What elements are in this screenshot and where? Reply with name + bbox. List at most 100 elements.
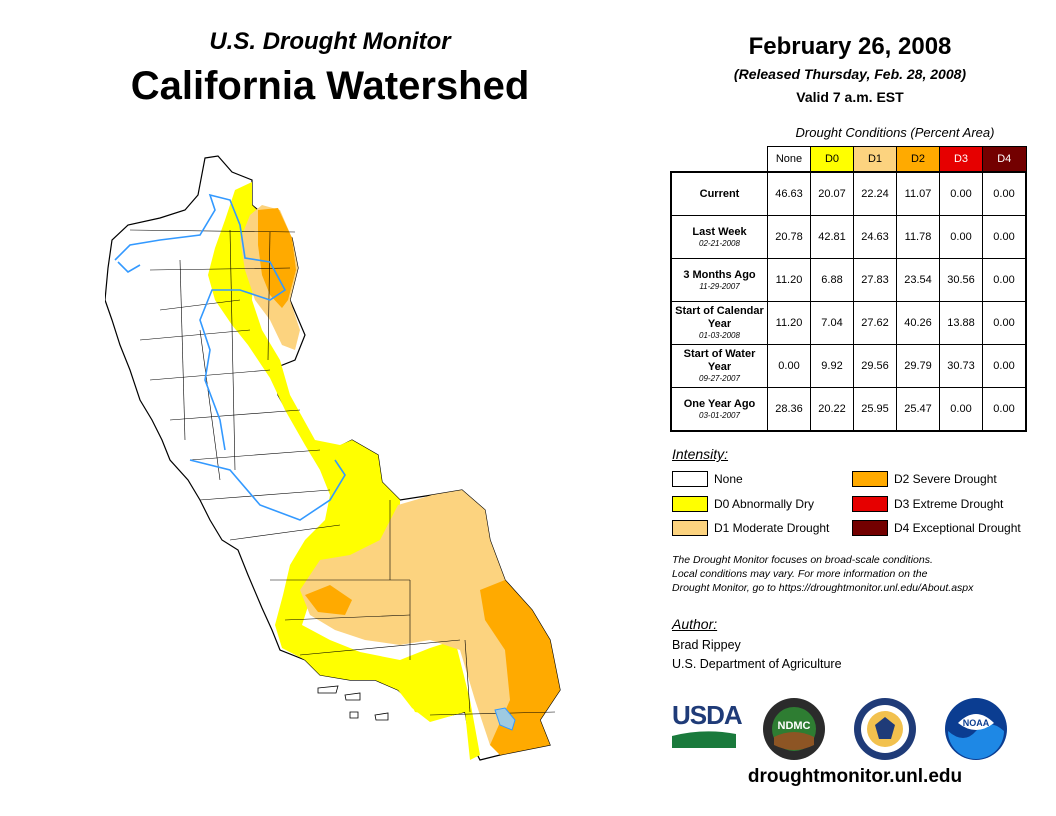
- table-cell: 0.00: [982, 387, 1027, 432]
- table-cell: 11.78: [896, 215, 940, 259]
- table-cell: 0.00: [767, 344, 811, 388]
- row-label: Current: [670, 171, 768, 216]
- table-cell: 27.62: [853, 301, 897, 345]
- row-date: 09-27-2007: [699, 374, 740, 383]
- map-subtitle: U.S. Drought Monitor: [209, 28, 451, 55]
- legend-label: D4 Exceptional Drought: [894, 521, 1021, 535]
- table-cell: 0.00: [982, 301, 1027, 345]
- table-row: Start of Water Year 09-27-2007 0.00 9.92 29.…: [670, 344, 1027, 388]
- noaa-logo-text: NOAA: [963, 718, 990, 728]
- drought-map: [105, 155, 561, 761]
- table-row: 3 Months Ago 11-29-2007 11.20 6.88 27.83 23.5…: [670, 258, 1027, 302]
- col-header: D3: [939, 146, 983, 173]
- row-label-text: Start of Water Year: [683, 348, 756, 373]
- row-label-text: Current: [699, 187, 740, 200]
- row-label: One Year Ago 03-01-2007: [670, 387, 768, 432]
- legend-label: None: [714, 472, 743, 486]
- table-cell: 0.00: [982, 344, 1027, 388]
- legend-swatch: [672, 520, 708, 536]
- legend-label: D3 Extreme Drought: [894, 497, 1004, 511]
- salton-sea: [494, 707, 516, 731]
- table-cell: 23.54: [896, 258, 940, 302]
- row-label: 3 Months Ago 11-29-2007: [670, 258, 768, 302]
- legend-swatch: [852, 520, 888, 536]
- table-cell: 20.22: [810, 387, 854, 432]
- table-cell: 25.95: [853, 387, 897, 432]
- row-date: 11-29-2007: [699, 281, 740, 291]
- row-label-text: Start of Calendar Year: [675, 305, 764, 330]
- table-cell: 40.26: [896, 301, 940, 345]
- region-d0-north: [208, 182, 480, 760]
- row-label-text: Last Week: [692, 225, 747, 238]
- website-link[interactable]: droughtmonitor.unl.edu: [747, 766, 963, 787]
- table-cell: 29.79: [896, 344, 940, 388]
- table-cell: 7.04: [810, 301, 854, 345]
- table-cell: 20.78: [767, 215, 811, 259]
- table-cell: 42.81: [810, 215, 854, 259]
- row-label-text: One Year Ago: [683, 397, 756, 410]
- row-label: Start of Calendar Year 01-03-2008: [670, 301, 768, 345]
- legend-swatch: [852, 496, 888, 512]
- legend-item-d3: D3 Extreme Drought: [852, 496, 1003, 512]
- author-heading: Author:: [672, 616, 718, 632]
- table-cell: 11.20: [767, 258, 811, 302]
- legend-heading: Intensity:: [672, 446, 729, 462]
- legend-item-d1: D1 Moderate Drought: [672, 520, 829, 536]
- map-title: California Watershed: [130, 64, 530, 108]
- table-cell: 0.00: [982, 171, 1027, 216]
- table-row: Current 46.63 20.07 22.24 11.07 0.00 0.00: [670, 171, 1027, 216]
- legend-item-d2: D2 Severe Drought: [852, 471, 997, 487]
- usda-logo-swoosh: [672, 731, 736, 748]
- legend-label: D1 Moderate Drought: [714, 521, 830, 535]
- note-line: The Drought Monitor focuses on broad-sca…: [672, 554, 933, 566]
- table-cell: 0.00: [939, 171, 983, 216]
- author-name: Brad Rippey: [672, 638, 741, 652]
- table-cell: 30.73: [939, 344, 983, 388]
- table-cell: 25.47: [896, 387, 940, 432]
- legend-label: D2 Severe Drought: [894, 472, 997, 486]
- map-date: February 26, 2008: [748, 33, 952, 60]
- table-cell: 0.00: [982, 258, 1027, 302]
- col-header: D4: [982, 146, 1027, 173]
- table-cell: 11.07: [896, 171, 940, 216]
- col-header: None: [767, 146, 811, 173]
- legend-swatch: [672, 496, 708, 512]
- legend-item-none: None: [672, 471, 743, 487]
- row-date: 02-21-2008: [699, 238, 740, 248]
- col-header: D0: [810, 146, 854, 173]
- table-cell: 20.07: [810, 171, 854, 216]
- legend-item-d4: D4 Exceptional Drought: [852, 520, 1021, 536]
- table-cell: 46.63: [767, 171, 811, 216]
- legend-label: D0 Abnormally Dry: [714, 497, 815, 511]
- row-label: Last Week 02-21-2008: [670, 215, 768, 259]
- county-lines: [129, 229, 556, 716]
- disclaimer-note: The Drought Monitor focuses on broad-sca…: [672, 553, 1042, 595]
- table-cell: 22.24: [853, 171, 897, 216]
- release-date: (Released Thursday, Feb. 28, 2008): [733, 66, 967, 82]
- table-cell: 29.56: [853, 344, 897, 388]
- table-row: Start of Calendar Year 01-03-2008 11.20 7.0…: [670, 301, 1027, 345]
- row-date: 03-01-2007: [699, 410, 740, 420]
- conditions-table: None D0 D1 D2 D3 D4 Current 46.63 20.07 22.…: [670, 146, 1027, 432]
- row-label-text: 3 Months Ago: [683, 268, 756, 281]
- table-cell: 30.56: [939, 258, 983, 302]
- table-cell: 27.83: [853, 258, 897, 302]
- region-d2-north: [258, 208, 296, 308]
- table-cell: 0.00: [939, 387, 983, 432]
- table-cell: 6.88: [810, 258, 854, 302]
- note-line: Drought Monitor, go to https://droughtmo…: [672, 582, 974, 594]
- table-cell: 11.20: [767, 301, 811, 345]
- row-label: Start of Water Year 09-27-2007: [670, 344, 768, 388]
- ndmc-logo: NDMC: [763, 698, 825, 760]
- table-cell: 24.63: [853, 215, 897, 259]
- legend-swatch: [672, 471, 708, 487]
- region-d2-central: [305, 585, 352, 615]
- usda-logo: USDA: [672, 700, 743, 730]
- table-cell: 0.00: [939, 215, 983, 259]
- table-row: Last Week 02-21-2008 20.78 42.81 24.63 11.78 0…: [670, 215, 1027, 259]
- table-cell: 0.00: [982, 215, 1027, 259]
- table-cell: 9.92: [810, 344, 854, 388]
- legend-item-d0: D0 Abnormally Dry: [672, 496, 814, 512]
- author-org: U.S. Department of Agriculture: [672, 657, 842, 671]
- region-d2-east: [480, 580, 560, 755]
